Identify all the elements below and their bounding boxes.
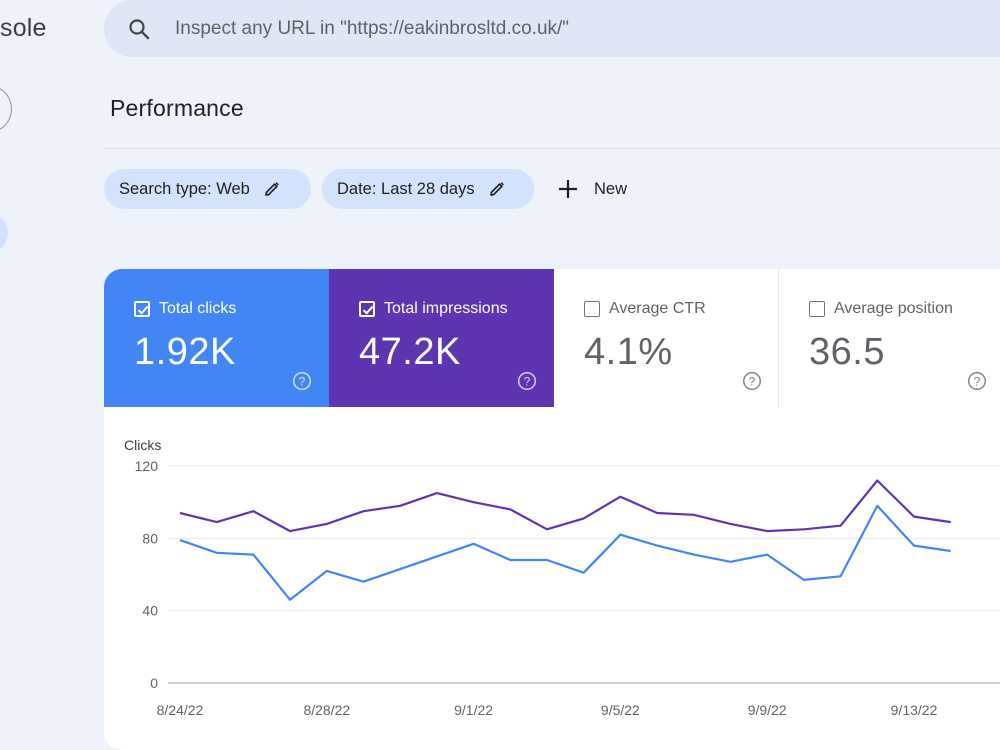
plus-icon <box>559 180 577 198</box>
series-line-clicks <box>179 504 951 601</box>
average-position-checkbox[interactable] <box>809 301 825 317</box>
svg-text:?: ? <box>749 375 756 389</box>
metric-value: 36.5 <box>809 331 885 373</box>
search-type-filter-chip[interactable]: Search type: Web <box>104 169 311 209</box>
metric-card-total-impressions[interactable]: Total impressions 47.2K ? <box>329 269 554 407</box>
search-icon[interactable] <box>127 17 151 41</box>
svg-text:?: ? <box>974 375 981 389</box>
series-line-impressions <box>179 479 951 533</box>
y-tick-label: 80 <box>142 530 158 546</box>
metric-value: 47.2K <box>359 331 461 373</box>
x-tick-label: 9/13/22 <box>891 702 938 718</box>
metric-card-average-ctr[interactable]: Average CTR 4.1% ? <box>554 269 779 407</box>
x-tick-label: 8/28/22 <box>303 702 350 718</box>
x-tick-label: 9/1/22 <box>454 702 493 718</box>
average-ctr-checkbox[interactable] <box>584 301 600 317</box>
y-tick-label: 0 <box>150 675 158 691</box>
checkmark-icon <box>362 305 374 315</box>
checkmark-icon <box>137 305 149 315</box>
svg-text:?: ? <box>299 375 306 389</box>
url-inspection-bar[interactable] <box>104 0 1000 57</box>
date-filter-label: Date: Last 28 days <box>337 179 475 198</box>
total-impressions-checkbox[interactable] <box>359 301 375 317</box>
metric-label: Average position <box>834 300 953 317</box>
new-filter-label: New <box>594 179 628 198</box>
x-tick-label: 9/5/22 <box>601 702 640 718</box>
url-inspection-input[interactable] <box>175 17 875 40</box>
metric-label: Total impressions <box>384 300 508 317</box>
new-filter-button[interactable]: New <box>556 169 627 209</box>
pencil-icon <box>265 182 279 196</box>
total-clicks-checkbox[interactable] <box>134 301 150 317</box>
y-axis-label: Clicks <box>124 437 161 453</box>
metric-value: 4.1% <box>584 331 673 373</box>
help-icon[interactable]: ? <box>967 371 987 391</box>
date-filter-chip[interactable]: Date: Last 28 days <box>322 169 534 209</box>
page-title: Performance <box>110 95 244 121</box>
search-type-filter-label: Search type: Web <box>119 179 250 198</box>
svg-text:?: ? <box>524 375 531 389</box>
help-icon[interactable]: ? <box>742 371 762 391</box>
metric-card-total-clicks[interactable]: Total clicks 1.92K ? <box>104 269 329 407</box>
metric-card-average-position[interactable]: Average position 36.5 ? <box>779 269 1000 407</box>
pencil-icon <box>489 182 504 196</box>
divider <box>104 148 1000 149</box>
metric-value: 1.92K <box>134 331 236 373</box>
help-icon[interactable]: ? <box>292 371 312 391</box>
help-icon[interactable]: ? <box>517 371 537 391</box>
performance-chart-panel: 0 40 80 120 Clicks 8/24/22 8/28/22 9/1/22 9/5/22… <box>104 407 1000 750</box>
y-tick-label: 40 <box>142 603 158 619</box>
metric-cards: Total clicks 1.92K ? Total impressions 4… <box>104 269 1000 407</box>
app-title: sole <box>0 14 47 42</box>
y-tick-label: 120 <box>135 458 159 474</box>
x-tick-label: 8/24/22 <box>157 702 204 718</box>
nav-item-performance[interactable] <box>0 212 8 254</box>
x-tick-label: 9/9/22 <box>748 702 787 718</box>
metric-label: Average CTR <box>609 300 706 317</box>
metric-label: Total clicks <box>159 300 237 317</box>
